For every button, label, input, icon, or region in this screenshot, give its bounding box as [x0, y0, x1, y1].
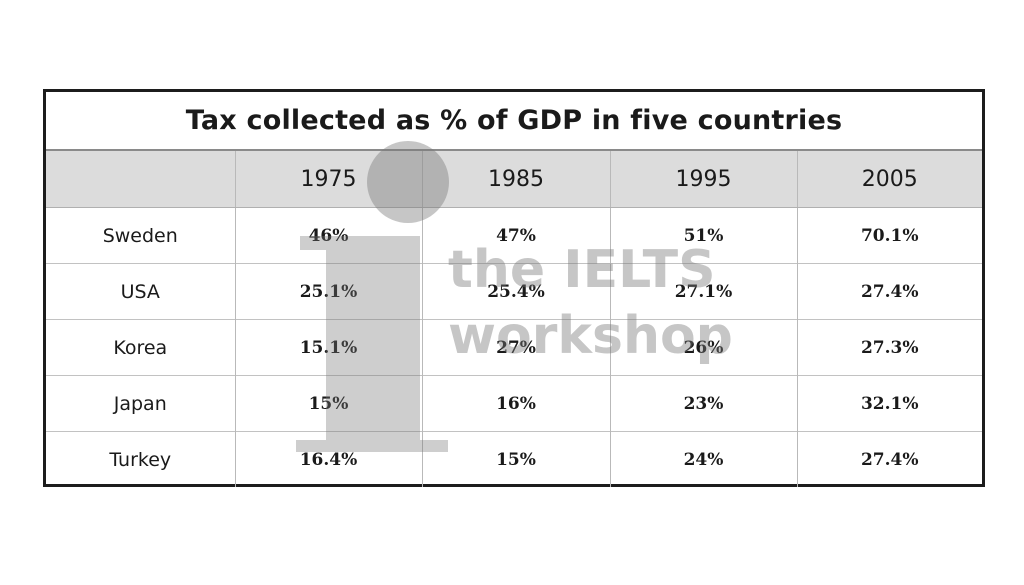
- data-cell: 46%: [234, 207, 422, 264]
- data-cell: 70.1%: [796, 207, 982, 264]
- header-year: 2005: [796, 150, 982, 208]
- title-row: Tax collected as % of GDP in five countr…: [46, 92, 982, 151]
- data-cell: 27%: [421, 319, 610, 376]
- header-corner-cell: [46, 150, 235, 208]
- row-label-country: Japan: [46, 375, 235, 432]
- data-cell: 27.4%: [796, 263, 982, 320]
- tax-table: Tax collected as % of GDP in five countr…: [46, 92, 982, 487]
- data-cell: 15%: [234, 375, 422, 432]
- table-row: Sweden 46% 47% 51% 70.1%: [46, 207, 982, 264]
- header-row: 1975 1985 1995 2005: [46, 150, 982, 208]
- data-cell: 24%: [609, 431, 797, 487]
- row-label-country: Sweden: [46, 207, 235, 264]
- table-row: Japan 15% 16% 23% 32.1%: [46, 375, 982, 432]
- table-row: Turkey 16.4% 15% 24% 27.4%: [46, 431, 982, 487]
- data-cell: 27.3%: [796, 319, 982, 376]
- table-row: USA 25.1% 25.4% 27.1% 27.4%: [46, 263, 982, 320]
- data-cell: 25.1%: [234, 263, 422, 320]
- row-label-country: Turkey: [46, 431, 235, 487]
- data-cell: 47%: [421, 207, 610, 264]
- chart-title: Tax collected as % of GDP in five countr…: [46, 92, 982, 151]
- data-cell: 26%: [609, 319, 797, 376]
- data-cell: 23%: [609, 375, 797, 432]
- header-year: 1975: [234, 150, 422, 208]
- data-cell: 32.1%: [796, 375, 982, 432]
- row-label-country: USA: [46, 263, 235, 320]
- data-cell: 27.4%: [796, 431, 982, 487]
- data-cell: 25.4%: [421, 263, 610, 320]
- table-frame: Tax collected as % of GDP in five countr…: [43, 89, 985, 487]
- data-cell: 51%: [609, 207, 797, 264]
- data-cell: 16.4%: [234, 431, 422, 487]
- row-label-country: Korea: [46, 319, 235, 376]
- header-year: 1995: [609, 150, 797, 208]
- data-cell: 27.1%: [609, 263, 797, 320]
- data-cell: 16%: [421, 375, 610, 432]
- data-cell: 15.1%: [234, 319, 422, 376]
- data-cell: 15%: [421, 431, 610, 487]
- table-row: Korea 15.1% 27% 26% 27.3%: [46, 319, 982, 376]
- header-year: 1985: [421, 150, 610, 208]
